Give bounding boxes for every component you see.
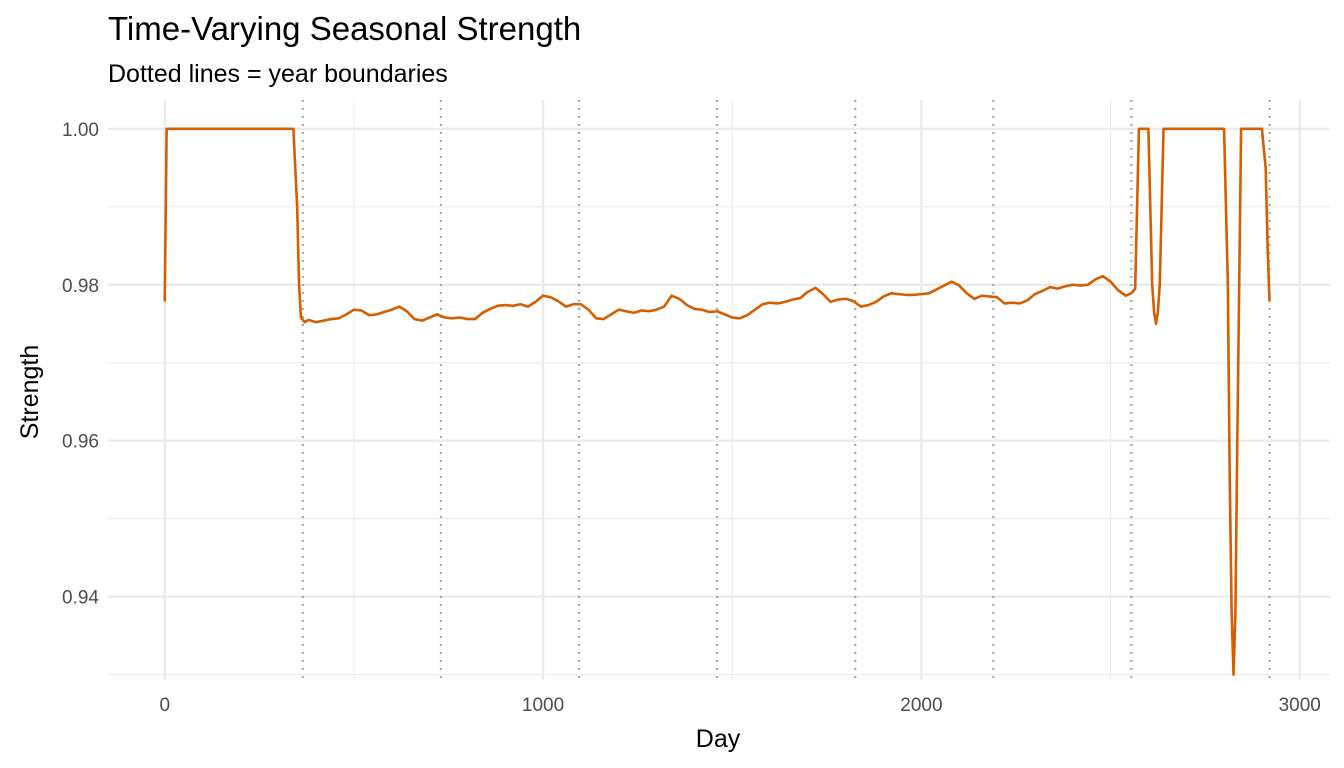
y-tick-label: 1.00 xyxy=(62,120,99,141)
y-tick-label: 0.94 xyxy=(62,588,99,609)
x-tick-label: 1000 xyxy=(522,695,564,716)
y-tick-label: 0.98 xyxy=(62,276,99,297)
x-axis-label: Day xyxy=(696,725,741,753)
y-tick-label: 0.96 xyxy=(62,432,99,453)
x-tick-label: 2000 xyxy=(900,695,942,716)
year-boundary-lines xyxy=(301,100,1271,680)
series-layer xyxy=(163,127,1271,676)
chart-subtitle: Dotted lines = year boundaries xyxy=(108,60,448,88)
y-axis-ticks: 0.94 0.96 0.98 1.00 xyxy=(62,120,99,609)
strength-series-line xyxy=(163,127,1271,676)
x-tick-label: 0 xyxy=(159,695,170,716)
grid-lines xyxy=(108,100,1330,680)
x-tick-label: 3000 xyxy=(1279,695,1321,716)
x-axis-ticks: 0 1000 2000 3000 xyxy=(159,695,1320,716)
chart-title: Time-Varying Seasonal Strength xyxy=(108,10,581,47)
y-axis-label: Strength xyxy=(16,345,44,440)
